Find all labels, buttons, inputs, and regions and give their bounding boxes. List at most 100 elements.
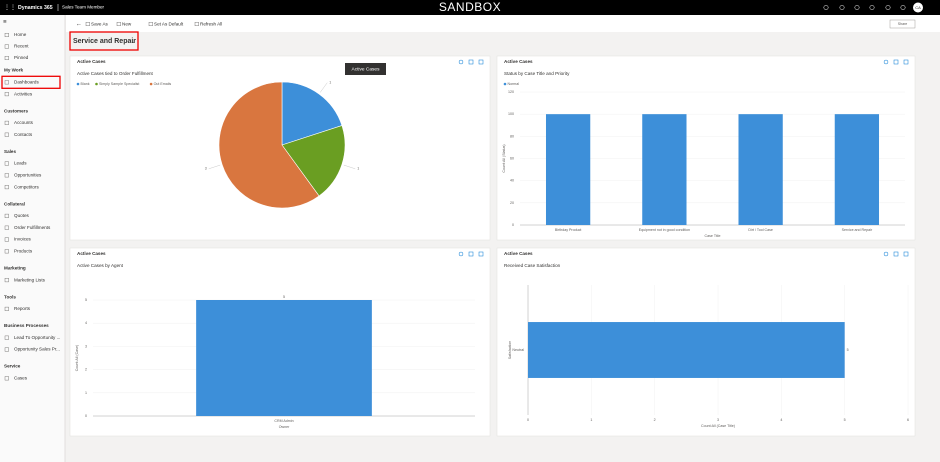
nav-item[interactable]: Lead To Opportunity ... bbox=[14, 335, 60, 340]
header-icon[interactable] bbox=[869, 5, 875, 10]
toolbar-button[interactable]: Set As Default bbox=[154, 21, 184, 26]
nav-item[interactable]: Cases bbox=[14, 376, 28, 381]
avatar[interactable] bbox=[913, 2, 923, 13]
hamburger[interactable]: ≡ bbox=[3, 20, 7, 26]
nav-icon[interactable] bbox=[148, 22, 153, 27]
nav-icon[interactable] bbox=[4, 278, 9, 283]
nav-item[interactable]: Quotes bbox=[14, 213, 30, 218]
toolbar-button[interactable]: New bbox=[122, 21, 132, 26]
nav-item[interactable]: Contacts bbox=[14, 132, 33, 137]
nav-item[interactable]: Marketing Lists bbox=[14, 277, 46, 282]
nav-item[interactable]: Recent bbox=[14, 44, 29, 49]
y-tick-label: 20 bbox=[510, 201, 514, 205]
legend-label: Normal bbox=[508, 82, 520, 86]
nav-item[interactable]: Activities bbox=[14, 91, 33, 96]
nav-icon[interactable] bbox=[4, 347, 9, 352]
nav-item[interactable]: Order Fulfillments bbox=[14, 225, 51, 230]
nav-item[interactable]: Accounts bbox=[14, 120, 34, 125]
y-tick-label: Neutral bbox=[512, 348, 524, 352]
nav-item[interactable]: Opportunity Sales Pr... bbox=[14, 347, 60, 352]
card-action[interactable] bbox=[883, 251, 889, 257]
nav-item[interactable]: Opportunities bbox=[14, 173, 42, 178]
nav-item[interactable]: Pinned bbox=[14, 55, 29, 60]
nav-icon[interactable] bbox=[4, 237, 9, 242]
nav-icon[interactable] bbox=[116, 22, 121, 27]
bar bbox=[738, 114, 783, 225]
header-icon[interactable] bbox=[900, 5, 906, 10]
toolbar-button[interactable]: Refresh All bbox=[200, 21, 222, 26]
card-action[interactable] bbox=[478, 251, 484, 257]
nav-icon[interactable] bbox=[85, 22, 90, 27]
nav-icon[interactable] bbox=[194, 22, 199, 27]
card-action[interactable] bbox=[893, 59, 899, 65]
card-action[interactable] bbox=[903, 251, 909, 257]
leader-line bbox=[320, 82, 328, 93]
pie-slice bbox=[281, 125, 346, 197]
legend-label: Out Emails bbox=[154, 82, 172, 86]
nav-icon[interactable] bbox=[4, 44, 9, 49]
nav-item[interactable]: Products bbox=[14, 249, 33, 254]
nav-item[interactable]: Competitors bbox=[14, 184, 39, 189]
nav-icon[interactable] bbox=[4, 120, 9, 125]
data-label: 1 bbox=[329, 81, 331, 85]
nav-icon[interactable] bbox=[4, 161, 9, 166]
nav-icon[interactable] bbox=[4, 335, 9, 340]
card-action[interactable] bbox=[458, 251, 464, 257]
y-tick-label: 5 bbox=[85, 298, 87, 302]
leader-line bbox=[343, 164, 356, 169]
nav-icon[interactable] bbox=[4, 376, 9, 381]
dashboard-title[interactable]: Service and Repair bbox=[73, 38, 136, 45]
share-button[interactable] bbox=[889, 19, 916, 29]
nav-item[interactable]: Invoices bbox=[14, 237, 32, 242]
highlight-box bbox=[69, 31, 139, 51]
toolbar-button[interactable]: Save As bbox=[91, 21, 109, 26]
x-tick-label: 0 bbox=[527, 418, 529, 422]
x-tick-label: 1 bbox=[590, 418, 592, 422]
card-header: Active Cases bbox=[77, 251, 106, 256]
card-header: Active Cases bbox=[504, 251, 533, 256]
nav-group: Marketing bbox=[4, 266, 26, 271]
chevron[interactable]: ⌄ bbox=[131, 39, 135, 45]
card-action[interactable] bbox=[903, 59, 909, 65]
header-icon[interactable] bbox=[885, 5, 891, 10]
nav-group: Collateral bbox=[4, 201, 25, 206]
tooltip: Active Cases bbox=[352, 67, 381, 73]
header-icon[interactable] bbox=[839, 5, 845, 10]
nav-icon[interactable] bbox=[4, 249, 9, 254]
nav-icon[interactable] bbox=[4, 185, 9, 190]
nav-item[interactable]: Home bbox=[14, 32, 27, 37]
y-tick-label: 100 bbox=[508, 112, 514, 116]
nav-icon[interactable] bbox=[4, 92, 9, 97]
nav-icon[interactable] bbox=[4, 225, 9, 230]
header-icon[interactable] bbox=[823, 5, 829, 10]
nav-icon[interactable] bbox=[4, 213, 9, 218]
nav-group: Sales bbox=[4, 149, 16, 154]
x-tick-label: 2 bbox=[654, 418, 656, 422]
card-action[interactable] bbox=[468, 251, 474, 257]
card-action[interactable] bbox=[883, 59, 889, 65]
bar bbox=[196, 300, 372, 416]
nav-item[interactable]: Leads bbox=[14, 161, 27, 166]
nav-icon[interactable] bbox=[4, 33, 9, 38]
app-name[interactable]: Dynamics 365 bbox=[18, 5, 53, 11]
nav-icon[interactable] bbox=[4, 80, 9, 85]
card-action[interactable] bbox=[478, 59, 484, 65]
card-action[interactable] bbox=[468, 59, 474, 65]
header-icon[interactable] bbox=[854, 5, 860, 10]
nav-group: Service bbox=[4, 364, 21, 369]
nav-item[interactable]: Dashboards bbox=[14, 80, 39, 85]
nav-icon[interactable] bbox=[4, 306, 9, 311]
waffle[interactable]: ⋮⋮ bbox=[4, 5, 16, 11]
nav-icon[interactable] bbox=[4, 132, 9, 137]
nav-icon[interactable] bbox=[4, 56, 9, 61]
card-action[interactable] bbox=[458, 59, 464, 65]
nav-item[interactable]: Reports bbox=[14, 306, 31, 311]
x-tick-label: Birthday Product bbox=[555, 228, 582, 232]
back[interactable]: ← bbox=[76, 22, 82, 28]
nav-icon[interactable] bbox=[4, 173, 9, 178]
share[interactable]: Share bbox=[898, 22, 908, 26]
x-tick-label: Equipment not in good condition bbox=[639, 228, 690, 232]
y-tick-label: 1 bbox=[85, 391, 87, 395]
card-action[interactable] bbox=[893, 251, 899, 257]
y-tick-label: 0 bbox=[85, 414, 87, 418]
